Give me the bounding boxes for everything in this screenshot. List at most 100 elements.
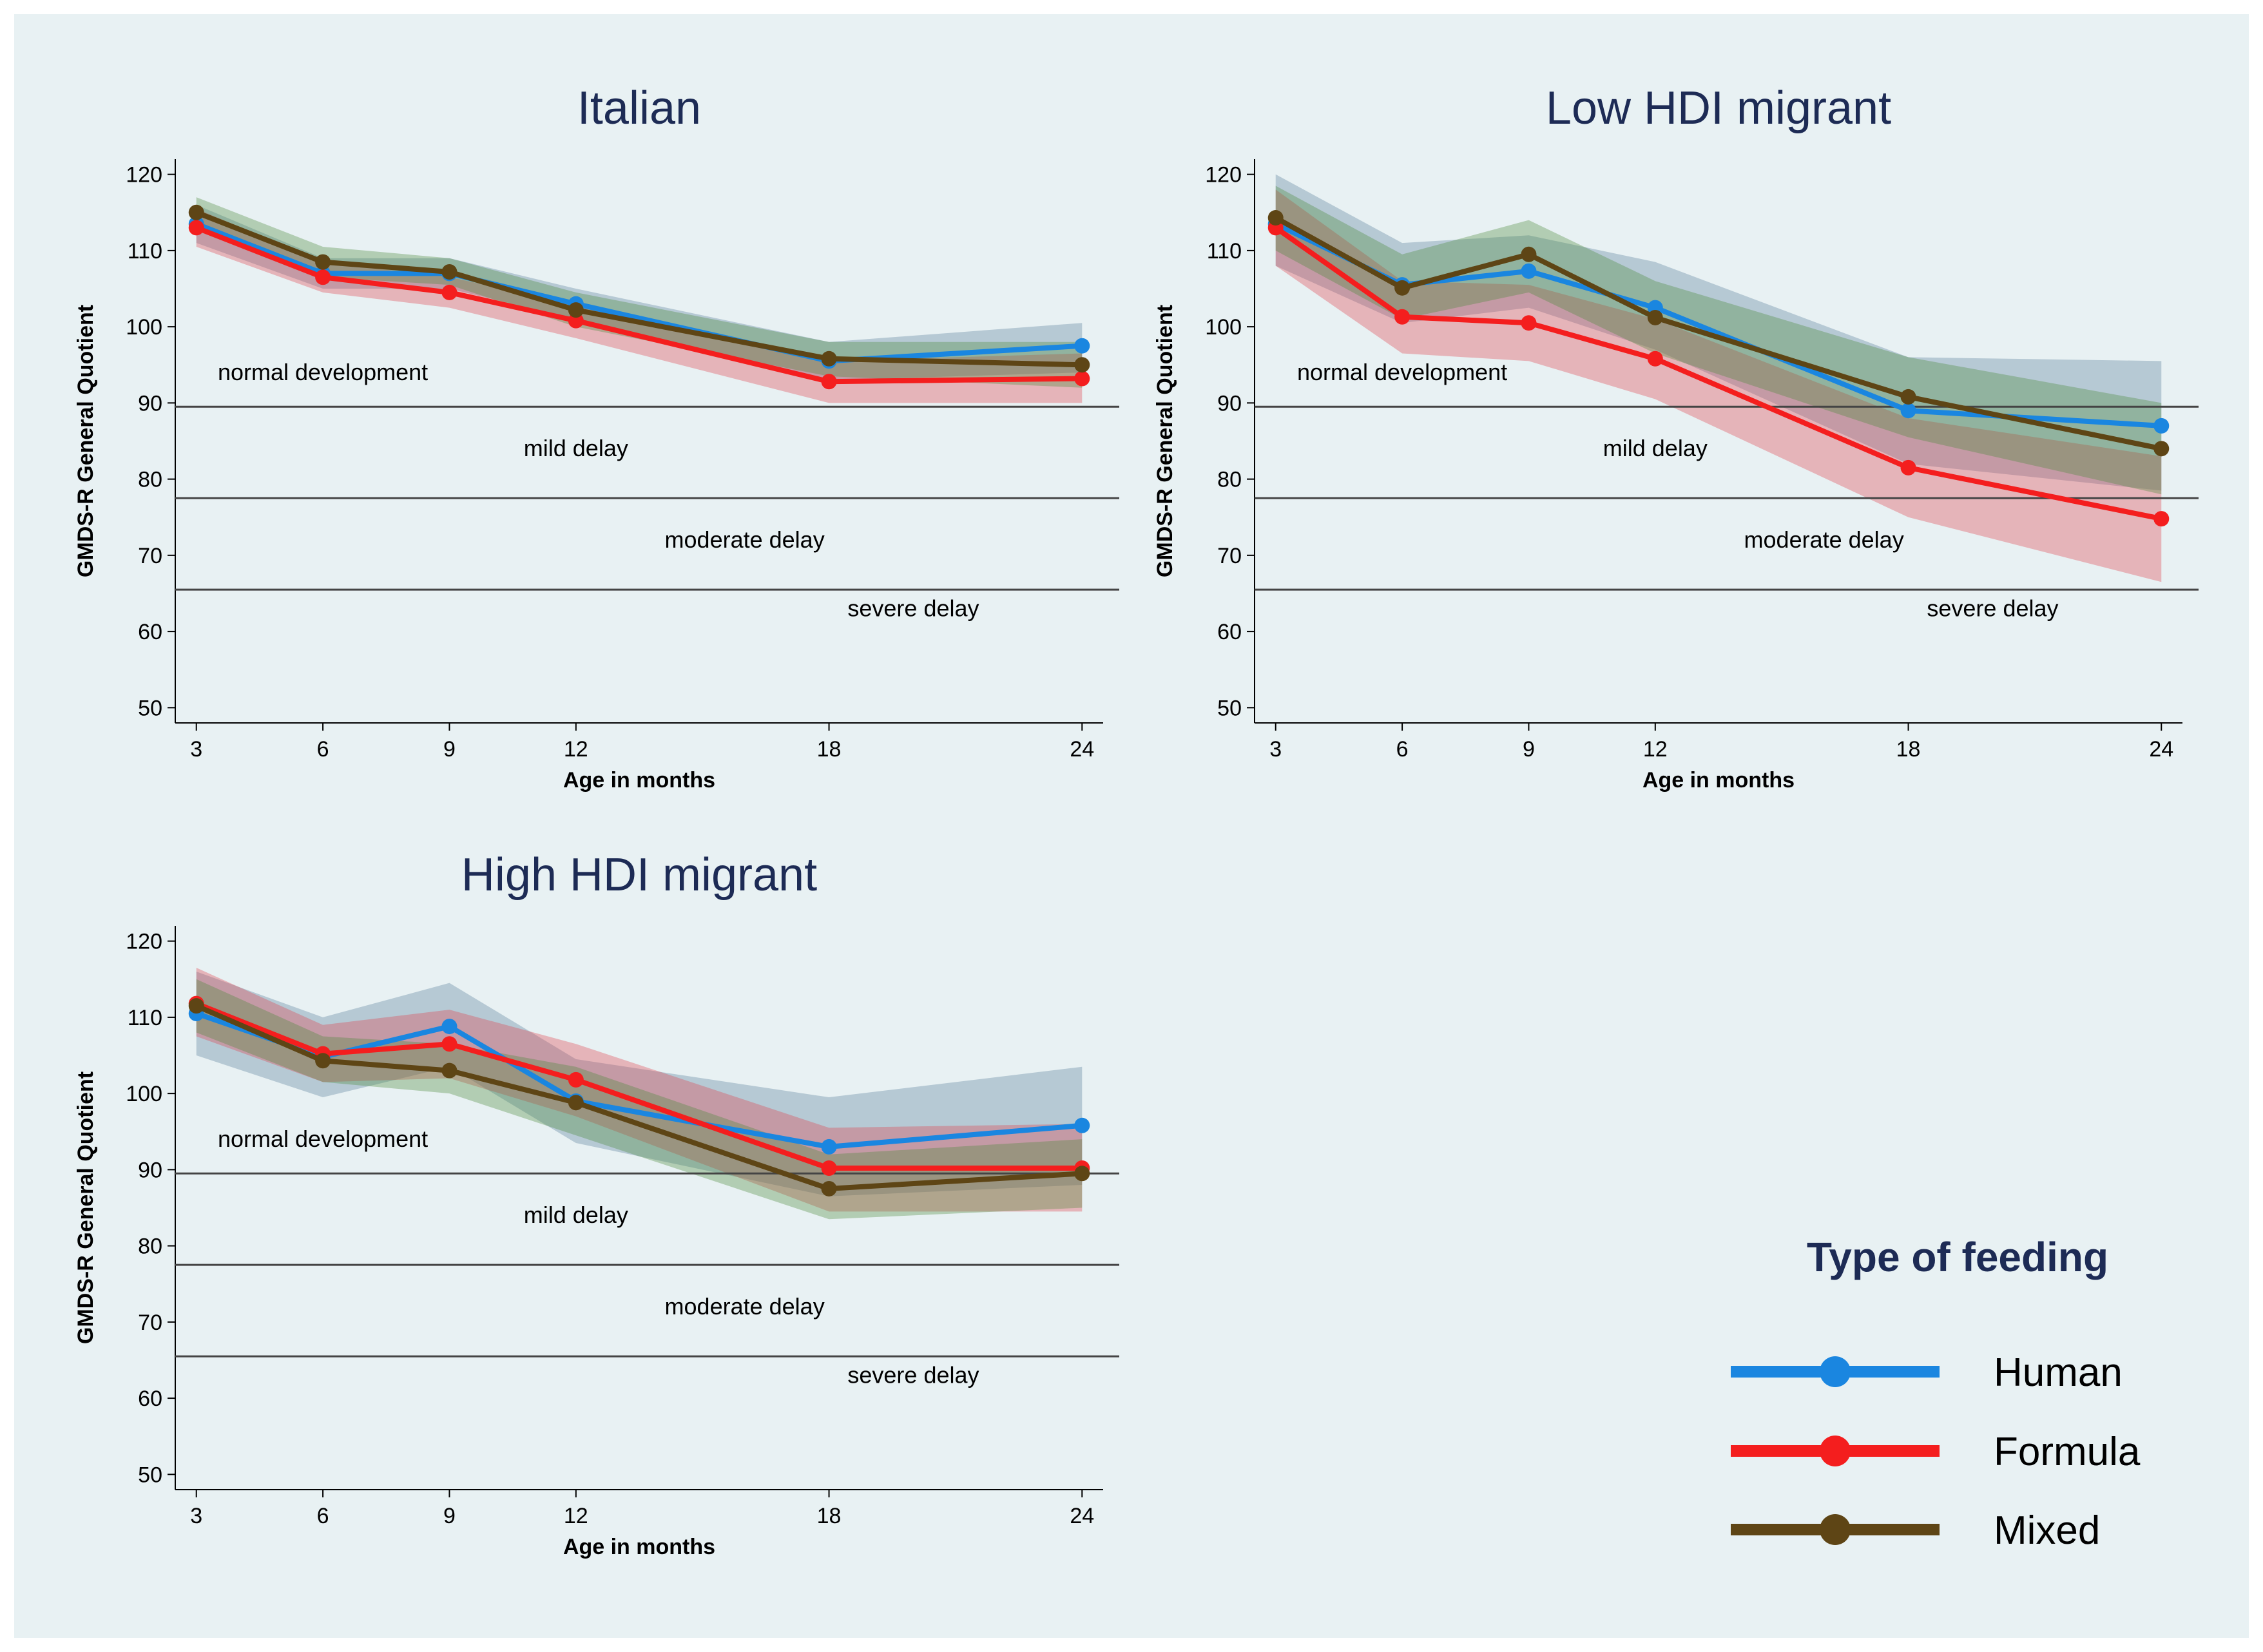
x-tick-label: 6 [317, 1504, 329, 1528]
x-tick-label: 12 [1643, 737, 1668, 762]
data-point-human [1521, 263, 1537, 279]
series-line-formula [193, 1001, 1085, 1171]
chart-title: Low HDI migrant [1546, 82, 1891, 134]
legend-title: Type of feeding [1807, 1234, 2108, 1280]
x-axis-title: Age in months [563, 768, 715, 792]
chart-canvas: Italian 50 60 70 80 90 100 110 120 3 6 9 12 18 24 Age i… [73, 82, 2199, 1559]
legend-item-formula: Formula [1731, 1430, 2141, 1474]
panel-low-hdi-migrant: Low HDI migrant 50 60 70 80 90 100 110 120 3 6 9 12 1… [1153, 82, 2199, 792]
data-point-human [441, 1019, 457, 1035]
zone-label-normal-development: normal development [1297, 359, 1507, 385]
x-tick-label: 9 [443, 1504, 456, 1528]
data-point-mixed [821, 351, 837, 367]
zone-label-normal-development: normal development [218, 359, 428, 385]
data-point-formula [821, 1160, 837, 1177]
legend-label: Formula [1994, 1430, 2141, 1474]
data-point-formula [441, 1036, 457, 1052]
data-point-formula [1900, 459, 1916, 475]
ci-band-human [196, 971, 1083, 1196]
data-point-human [1074, 338, 1090, 354]
x-tick-label: 9 [1523, 737, 1535, 762]
figure: Italian 50 60 70 80 90 100 110 120 3 6 9 12 18 24 Age i… [14, 14, 2249, 1638]
panel-high-hdi-migrant: High HDI migrant 50 60 70 80 90 100 110 120 3 6 9 12… [73, 849, 1119, 1559]
data-point-mixed [568, 302, 584, 318]
data-point-formula [1647, 351, 1663, 367]
y-tick-label: 50 [1217, 696, 1242, 720]
data-point-human [1900, 403, 1916, 419]
data-point-mixed [1074, 357, 1090, 373]
zone-label-severe-delay: severe delay [847, 595, 979, 621]
data-point-formula [2153, 511, 2170, 527]
data-point-mixed [188, 204, 204, 220]
x-axis-title: Age in months [1642, 768, 1795, 792]
x-tick-label: 18 [817, 737, 842, 762]
legend-swatch-marker [1820, 1514, 1851, 1545]
zone-label-moderate-delay: moderate delay [1744, 526, 1904, 553]
y-tick-label: 100 [1205, 315, 1242, 340]
data-point-mixed [1394, 280, 1411, 296]
x-tick-label: 24 [1070, 1504, 1094, 1528]
zone-label-severe-delay: severe delay [1927, 595, 2058, 621]
x-tick-label: 9 [443, 737, 456, 762]
series-line-mixed [1273, 215, 2164, 452]
data-point-formula [441, 284, 457, 300]
series-line-formula [193, 225, 1085, 385]
data-point-formula [568, 312, 584, 329]
data-point-human [821, 1138, 837, 1155]
x-tick-label: 12 [564, 737, 588, 762]
series-line-mixed [193, 209, 1085, 368]
x-tick-label: 3 [1269, 737, 1282, 762]
y-tick-label: 90 [138, 1158, 162, 1182]
x-tick-label: 3 [190, 737, 202, 762]
data-point-mixed [568, 1095, 584, 1111]
data-point-formula [1074, 370, 1090, 387]
x-tick-label: 6 [1396, 737, 1409, 762]
x-tick-label: 18 [817, 1504, 842, 1528]
legend-swatch-marker [1820, 1436, 1851, 1466]
data-point-formula [1521, 315, 1537, 331]
x-tick-label: 6 [317, 737, 329, 762]
series-line-formula [1273, 225, 2164, 522]
data-point-mixed [441, 264, 457, 280]
data-point-formula [315, 269, 331, 285]
y-axis-title: GMDS-R General Quotient [1153, 305, 1177, 577]
zone-label-normal-development: normal development [218, 1126, 428, 1152]
data-point-mixed [1521, 246, 1537, 262]
panel-italian: Italian 50 60 70 80 90 100 110 120 3 6 9 12 18 24 Age i… [73, 82, 1119, 792]
ci-band-formula [196, 208, 1083, 403]
data-point-mixed [1267, 210, 1284, 226]
legend-label: Mixed [1994, 1508, 2100, 1553]
y-tick-label: 120 [126, 930, 162, 954]
y-tick-label: 120 [1205, 163, 1242, 187]
y-tick-label: 90 [138, 391, 162, 416]
y-tick-label: 60 [138, 1387, 162, 1411]
y-tick-label: 80 [138, 1234, 162, 1259]
data-point-mixed [315, 1053, 331, 1069]
zone-label-severe-delay: severe delay [847, 1361, 979, 1388]
data-point-formula [568, 1071, 584, 1088]
legend-item-human: Human [1731, 1350, 2123, 1395]
y-tick-label: 60 [1217, 620, 1242, 644]
y-tick-label: 70 [1217, 544, 1242, 568]
data-point-mixed [821, 1180, 837, 1196]
y-tick-label: 60 [138, 620, 162, 644]
y-tick-label: 50 [138, 1463, 162, 1487]
data-point-mixed [2153, 441, 2170, 457]
zone-label-moderate-delay: moderate delay [665, 526, 825, 553]
data-point-mixed [441, 1062, 457, 1079]
y-tick-label: 80 [138, 468, 162, 492]
y-tick-label: 110 [128, 1006, 162, 1030]
x-tick-label: 24 [2149, 737, 2173, 762]
y-tick-label: 110 [128, 239, 162, 264]
legend: Type of feeding Human Formula Mixed [1731, 1234, 2141, 1553]
zone-label-mild-delay: mild delay [524, 1202, 628, 1228]
x-tick-label: 3 [190, 1504, 202, 1528]
data-point-formula [188, 220, 204, 236]
data-point-mixed [1074, 1166, 1090, 1182]
y-tick-label: 50 [138, 696, 162, 720]
y-tick-label: 70 [138, 544, 162, 568]
data-point-mixed [188, 998, 204, 1014]
y-tick-label: 90 [1217, 391, 1242, 416]
y-axis-title: GMDS-R General Quotient [73, 305, 98, 577]
legend-item-mixed: Mixed [1731, 1508, 2100, 1553]
